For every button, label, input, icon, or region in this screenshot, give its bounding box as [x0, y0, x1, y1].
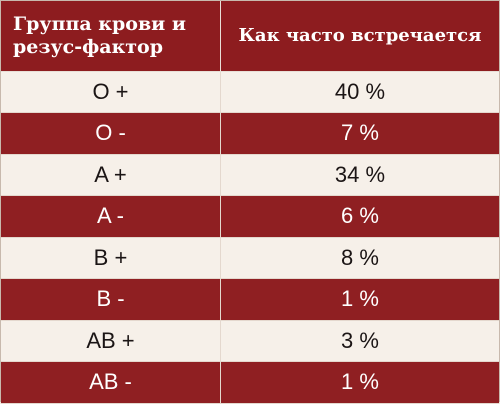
blood-group-cell: A - — [1, 195, 221, 238]
column-header-blood-group: Группа крови и резус-фактор — [1, 1, 221, 72]
table-row: A - 6 % — [1, 195, 499, 238]
frequency-cell: 34 % — [220, 154, 499, 196]
column-header-blood-group-line-2: резус-фактор — [13, 35, 164, 58]
table-body: O + 40 % O - 7 % A + 34 % A - 6 % B + 8 … — [1, 71, 499, 404]
frequency-cell: 1 % — [220, 361, 499, 404]
blood-group-cell: A + — [1, 154, 221, 196]
table-row: AB + 3 % — [1, 320, 499, 362]
table-header: Группа крови и резус-фактор Как часто вс… — [1, 1, 499, 72]
frequency-cell: 6 % — [220, 195, 499, 238]
frequency-cell: 3 % — [220, 320, 499, 362]
frequency-cell: 7 % — [220, 112, 499, 155]
column-header-frequency: Как часто встречается — [220, 1, 499, 72]
blood-group-cell: AB + — [1, 320, 221, 362]
blood-group-cell: O - — [1, 112, 221, 155]
blood-group-cell: O + — [1, 71, 221, 113]
frequency-cell: 8 % — [220, 237, 499, 279]
table-row: O - 7 % — [1, 112, 499, 155]
blood-group-cell: B - — [1, 278, 221, 321]
blood-group-cell: B + — [1, 237, 221, 279]
blood-group-cell: AB - — [1, 361, 221, 404]
table-row: B + 8 % — [1, 237, 499, 279]
table-row: A + 34 % — [1, 154, 499, 196]
table-row: O + 40 % — [1, 71, 499, 113]
table-row: AB - 1 % — [1, 361, 499, 404]
frequency-cell: 1 % — [220, 278, 499, 321]
table-header-row: Группа крови и резус-фактор Как часто вс… — [1, 1, 499, 72]
frequency-cell: 40 % — [220, 71, 499, 113]
column-header-blood-group-line-1: Группа крови и — [13, 12, 186, 35]
table-row: B - 1 % — [1, 278, 499, 321]
